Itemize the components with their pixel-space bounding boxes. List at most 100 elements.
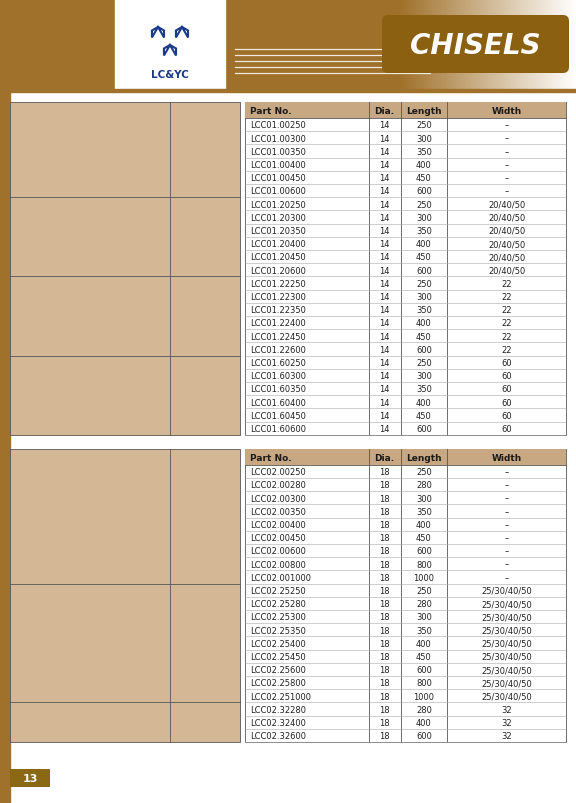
Text: LCC02.00450: LCC02.00450: [250, 533, 306, 543]
Text: –: –: [505, 174, 509, 183]
FancyBboxPatch shape: [382, 16, 569, 74]
Text: 22: 22: [501, 332, 512, 341]
Text: 60: 60: [501, 359, 512, 368]
Text: Length: Length: [406, 107, 442, 116]
Text: Part No.: Part No.: [250, 107, 291, 116]
Text: 600: 600: [416, 666, 432, 675]
Text: Dia.: Dia.: [374, 453, 395, 463]
Text: 25/30/40/50: 25/30/40/50: [481, 586, 532, 595]
Text: 18: 18: [380, 626, 390, 635]
Text: 18: 18: [380, 586, 390, 595]
Text: 350: 350: [416, 148, 432, 157]
Text: 32: 32: [501, 705, 512, 714]
Text: LCC02.00280: LCC02.00280: [250, 481, 306, 490]
Text: –: –: [505, 560, 509, 569]
Text: LCC02.25600: LCC02.25600: [250, 666, 306, 675]
Text: LCC01.22300: LCC01.22300: [250, 292, 306, 302]
Text: LCC01.22450: LCC01.22450: [250, 332, 306, 341]
Text: 18: 18: [380, 533, 390, 543]
Text: 400: 400: [416, 639, 432, 648]
Text: 250: 250: [416, 121, 432, 130]
Text: 300: 300: [416, 292, 432, 302]
Text: LCC01.20250: LCC01.20250: [250, 201, 306, 210]
Text: LCC01.20600: LCC01.20600: [250, 267, 306, 275]
Bar: [245, 449, 566, 742]
Text: 14: 14: [380, 148, 390, 157]
Text: 18: 18: [380, 573, 390, 582]
Text: 18: 18: [380, 520, 390, 529]
Text: LCC01.20350: LCC01.20350: [250, 226, 306, 236]
Text: 14: 14: [380, 359, 390, 368]
Bar: [10, 103, 240, 435]
Text: LCC01.20400: LCC01.20400: [250, 240, 306, 249]
Text: LCC02.25250: LCC02.25250: [250, 586, 306, 595]
Text: LCC01.60600: LCC01.60600: [250, 425, 306, 434]
Text: CHISELS: CHISELS: [410, 32, 541, 60]
Text: 14: 14: [380, 319, 390, 328]
Text: Width: Width: [491, 453, 522, 463]
Text: 14: 14: [380, 345, 390, 354]
Text: LCC01.00400: LCC01.00400: [250, 161, 306, 169]
Text: LCC01.22400: LCC01.22400: [250, 319, 306, 328]
Text: 18: 18: [380, 560, 390, 569]
Text: –: –: [505, 121, 509, 130]
Text: 18: 18: [380, 691, 390, 701]
Text: LCC02.00250: LCC02.00250: [250, 467, 306, 477]
Text: 300: 300: [416, 372, 432, 381]
Text: Part No.: Part No.: [250, 453, 291, 463]
Text: 18: 18: [380, 507, 390, 516]
Text: LCC02.25280: LCC02.25280: [250, 600, 306, 609]
Text: 22: 22: [501, 279, 512, 288]
Text: 14: 14: [380, 161, 390, 169]
Text: LCC01.60400: LCC01.60400: [250, 398, 306, 407]
Text: 60: 60: [501, 398, 512, 407]
Text: –: –: [505, 533, 509, 543]
Text: LCC02.32600: LCC02.32600: [250, 732, 306, 740]
Text: 22: 22: [501, 345, 512, 354]
Text: –: –: [505, 507, 509, 516]
Text: 14: 14: [380, 292, 390, 302]
Bar: [10, 449, 240, 742]
Text: 32: 32: [501, 732, 512, 740]
Text: 60: 60: [501, 411, 512, 420]
Text: 450: 450: [416, 411, 432, 420]
Text: 14: 14: [380, 201, 390, 210]
Text: –: –: [505, 573, 509, 582]
Text: LCC01.60300: LCC01.60300: [250, 372, 306, 381]
Text: –: –: [505, 520, 509, 529]
Text: LCC02.25350: LCC02.25350: [250, 626, 306, 635]
Text: LCC01.22350: LCC01.22350: [250, 306, 306, 315]
Text: 350: 350: [416, 226, 432, 236]
Text: 22: 22: [501, 319, 512, 328]
Text: 25/30/40/50: 25/30/40/50: [481, 679, 532, 687]
Text: LCC02.25800: LCC02.25800: [250, 679, 306, 687]
Text: 18: 18: [380, 639, 390, 648]
Text: –: –: [505, 494, 509, 503]
Text: 18: 18: [380, 481, 390, 490]
Text: 18: 18: [380, 718, 390, 727]
Text: LCC02.00800: LCC02.00800: [250, 560, 306, 569]
Text: 20/40/50: 20/40/50: [488, 214, 525, 222]
Text: Length: Length: [406, 453, 442, 463]
Text: LCC01.20450: LCC01.20450: [250, 253, 306, 262]
Text: 14: 14: [380, 385, 390, 394]
Text: 250: 250: [416, 467, 432, 477]
Text: –: –: [505, 547, 509, 556]
Text: 25/30/40/50: 25/30/40/50: [481, 691, 532, 701]
Text: LCC02.00600: LCC02.00600: [250, 547, 306, 556]
Text: 14: 14: [380, 279, 390, 288]
Text: 18: 18: [380, 467, 390, 477]
Text: 14: 14: [380, 214, 390, 222]
Text: LCC02.25450: LCC02.25450: [250, 652, 306, 661]
Text: 18: 18: [380, 705, 390, 714]
Text: LCC01.60250: LCC01.60250: [250, 359, 306, 368]
Text: –: –: [505, 161, 509, 169]
Text: 60: 60: [501, 372, 512, 381]
Text: 400: 400: [416, 319, 432, 328]
Text: 600: 600: [416, 345, 432, 354]
Text: LCC02.251000: LCC02.251000: [250, 691, 311, 701]
Text: 300: 300: [416, 214, 432, 222]
Text: 250: 250: [416, 201, 432, 210]
Text: LCC01.00350: LCC01.00350: [250, 148, 306, 157]
Text: Dia.: Dia.: [374, 107, 395, 116]
